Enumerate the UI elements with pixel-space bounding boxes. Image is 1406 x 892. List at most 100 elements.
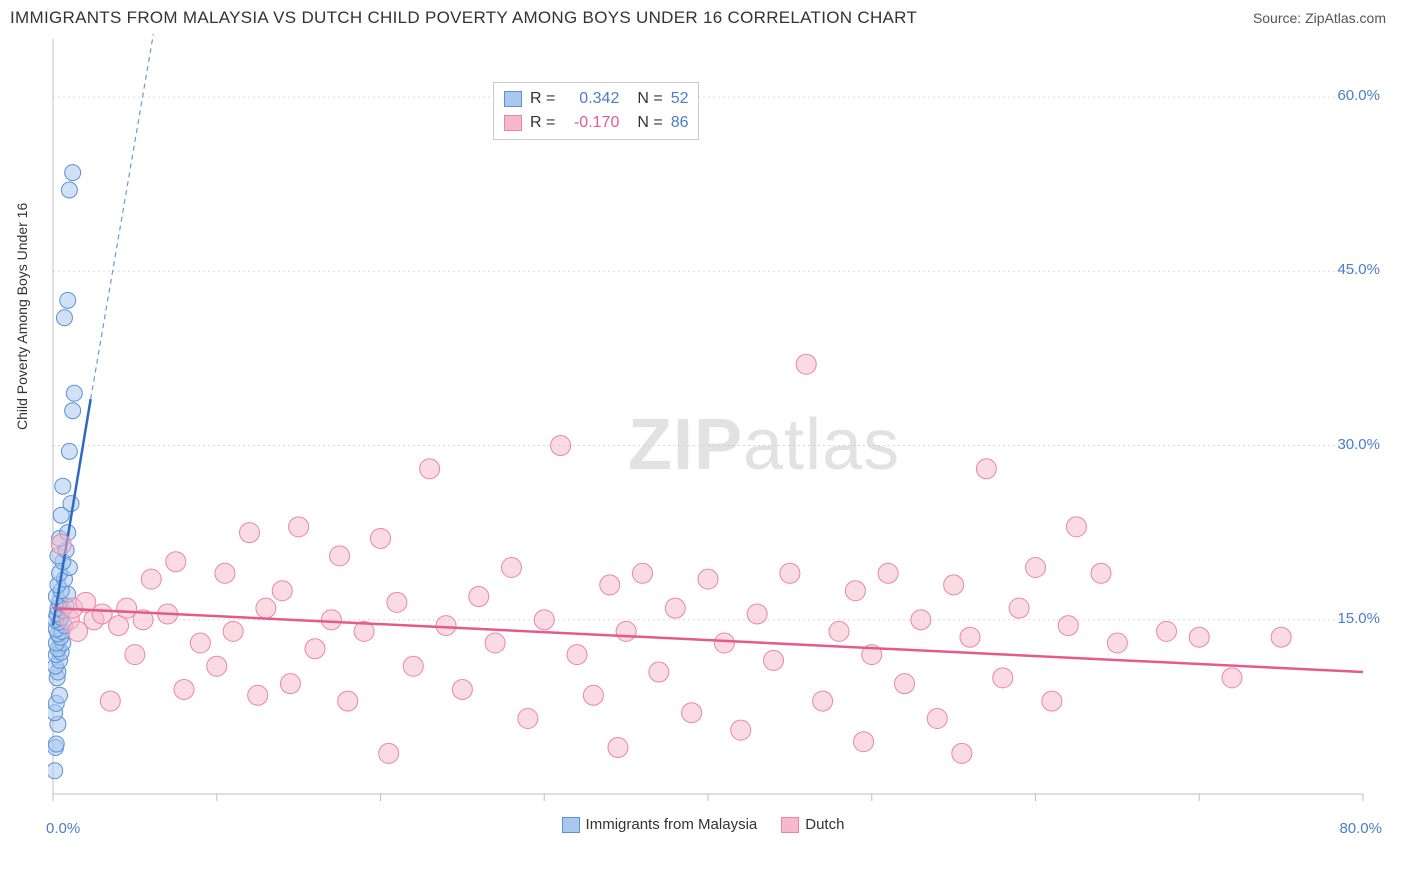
y-tick-label: 45.0% — [1337, 261, 1380, 278]
data-point — [1222, 668, 1242, 688]
data-point — [927, 709, 947, 729]
legend-item: Dutch — [781, 816, 844, 833]
data-point — [993, 668, 1013, 688]
stats-row: R = -0.170 N = 86 — [504, 111, 688, 135]
data-point — [813, 691, 833, 711]
data-point — [534, 610, 554, 630]
chart-title: IMMIGRANTS FROM MALAYSIA VS DUTCH CHILD … — [10, 8, 917, 28]
data-point — [878, 563, 898, 583]
stats-legend-box: R = 0.342 N = 52R = -0.170 N = 86 — [493, 82, 699, 140]
data-point — [63, 496, 79, 512]
stat-r-label: R = — [530, 111, 555, 135]
data-point — [714, 633, 734, 653]
data-point — [1271, 627, 1291, 647]
data-point — [371, 528, 391, 548]
data-point — [764, 650, 784, 670]
data-point — [608, 738, 628, 758]
data-point — [125, 645, 145, 665]
data-point — [1058, 616, 1078, 636]
data-point — [387, 592, 407, 612]
legend-item: Immigrants from Malaysia — [562, 816, 758, 833]
data-point — [280, 674, 300, 694]
data-point — [583, 685, 603, 705]
data-point — [682, 703, 702, 723]
data-point — [616, 621, 636, 641]
data-point — [436, 616, 456, 636]
data-point — [1157, 621, 1177, 641]
data-point — [174, 679, 194, 699]
data-point — [330, 546, 350, 566]
legend-label: Immigrants from Malaysia — [586, 816, 758, 833]
legend-swatch — [562, 817, 580, 833]
data-point — [379, 743, 399, 763]
data-point — [1189, 627, 1209, 647]
y-tick-label: 30.0% — [1337, 436, 1380, 453]
data-point — [272, 581, 292, 601]
data-point — [1066, 517, 1086, 537]
data-point — [248, 685, 268, 705]
x-max-label: 80.0% — [1339, 820, 1382, 837]
data-point — [305, 639, 325, 659]
data-point — [256, 598, 276, 618]
stat-r-value: 0.342 — [563, 87, 619, 111]
data-point — [65, 403, 81, 419]
data-point — [518, 709, 538, 729]
data-point — [911, 610, 931, 630]
data-point — [403, 656, 423, 676]
data-point — [48, 736, 64, 752]
data-point — [747, 604, 767, 624]
data-point — [1091, 563, 1111, 583]
data-point — [731, 720, 751, 740]
data-point — [1042, 691, 1062, 711]
chart-area: ZIPatlas R =0.342N =52R =-0.170N =86 15.… — [48, 34, 1386, 814]
y-tick-label: 60.0% — [1337, 87, 1380, 104]
data-point — [633, 563, 653, 583]
data-point — [698, 569, 718, 589]
data-point — [55, 478, 71, 494]
y-axis-label: Child Poverty Among Boys Under 16 — [14, 203, 30, 430]
chart-source: Source: ZipAtlas.com — [1253, 10, 1386, 26]
data-point — [190, 633, 210, 653]
stat-n-value: 86 — [671, 111, 689, 135]
data-point — [223, 621, 243, 641]
y-tick-label: 15.0% — [1337, 610, 1380, 627]
data-point — [567, 645, 587, 665]
trend-line-ext — [91, 34, 155, 399]
data-point — [944, 575, 964, 595]
data-point — [551, 436, 571, 456]
stat-r-value: -0.170 — [563, 111, 619, 135]
data-point — [321, 610, 341, 630]
data-point — [600, 575, 620, 595]
data-point — [420, 459, 440, 479]
data-point — [665, 598, 685, 618]
data-point — [895, 674, 915, 694]
data-point — [207, 656, 227, 676]
data-point — [61, 182, 77, 198]
data-point — [240, 523, 260, 543]
legend-label: Dutch — [805, 816, 844, 833]
stat-n-label: N = — [637, 111, 662, 135]
data-point — [100, 691, 120, 711]
data-point — [976, 459, 996, 479]
data-point — [1107, 633, 1127, 653]
data-point — [854, 732, 874, 752]
data-point — [780, 563, 800, 583]
stat-n-label: N = — [637, 87, 662, 111]
data-point — [141, 569, 161, 589]
data-point — [960, 627, 980, 647]
chart-header: IMMIGRANTS FROM MALAYSIA VS DUTCH CHILD … — [0, 0, 1406, 34]
data-point — [48, 763, 63, 779]
legend-swatch — [781, 817, 799, 833]
legend-swatch — [504, 115, 522, 131]
data-point — [215, 563, 235, 583]
legend-swatch — [504, 91, 522, 107]
data-point — [485, 633, 505, 653]
x-origin-label: 0.0% — [46, 820, 80, 837]
stat-n-value: 52 — [671, 87, 689, 111]
data-point — [829, 621, 849, 641]
data-point — [65, 165, 81, 181]
data-point — [338, 691, 358, 711]
data-point — [52, 687, 68, 703]
data-point — [1009, 598, 1029, 618]
data-point — [56, 310, 72, 326]
